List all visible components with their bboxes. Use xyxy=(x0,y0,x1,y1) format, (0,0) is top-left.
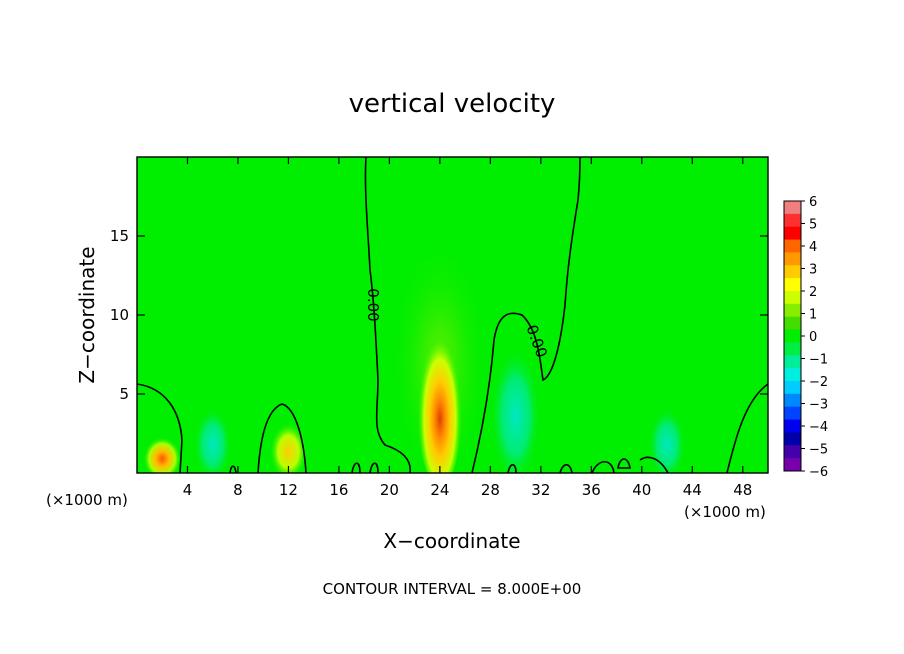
colorbar-label: −5 xyxy=(809,443,828,458)
colorbar-swatch xyxy=(784,393,801,408)
x-tick-label: 44 xyxy=(683,481,702,499)
colorbar-label: 1 xyxy=(809,308,817,323)
colorbar-label: −1 xyxy=(809,353,828,368)
x-tick-label: 12 xyxy=(279,481,298,499)
colorbar-swatch xyxy=(784,381,801,395)
feature-updraft-left xyxy=(143,436,182,473)
feature-downdraft-42km xyxy=(648,406,686,473)
colorbar-swatch xyxy=(784,458,801,472)
y-tick-label: 15 xyxy=(110,227,129,245)
colorbar-label: 2 xyxy=(809,285,817,300)
colorbar: 6 5 4 3 2 1 0 −1 −2 −3 −4 −5 −6 xyxy=(783,195,828,480)
colorbar-swatch xyxy=(784,213,801,228)
contour-small-3 xyxy=(507,463,517,473)
feature-downdraft-30km xyxy=(490,346,541,473)
colorbar-swatch xyxy=(784,291,801,305)
contour-interval-note: CONTOUR INTERVAL = 8.000E+00 xyxy=(323,580,582,598)
feature-main-updraft xyxy=(417,316,463,473)
contour-small-2 xyxy=(369,462,379,473)
y-tick-label: 5 xyxy=(119,385,129,403)
colorbar-swatch xyxy=(784,201,801,215)
x-tick-label: 16 xyxy=(329,481,348,499)
plot-area xyxy=(137,157,768,473)
x-unit-right: (×1000 m) xyxy=(684,503,766,521)
colorbar-swatch xyxy=(784,419,801,433)
features-layer xyxy=(143,236,686,473)
colorbar-swatch xyxy=(784,265,801,279)
colorbar-label: 4 xyxy=(809,240,817,255)
colorbar-swatch xyxy=(784,406,801,421)
colorbar-swatch xyxy=(784,252,801,266)
feature-updraft-12km xyxy=(269,421,308,473)
x-tick-label: 24 xyxy=(430,481,449,499)
contour-label-left: 0.00 xyxy=(364,288,382,321)
colorbar-label: −3 xyxy=(809,398,828,413)
chart-title: vertical velocity xyxy=(349,89,556,119)
x-tick-label: 28 xyxy=(481,481,500,499)
colorbar-label: 0 xyxy=(809,330,817,345)
contour-small-7 xyxy=(639,456,669,473)
zero-contour xyxy=(137,157,768,473)
colorbar-label: −4 xyxy=(809,420,828,435)
y-axis-label: Z−coordinate xyxy=(75,246,99,383)
x-tick-label: 36 xyxy=(582,481,601,499)
x-tick-label: 8 xyxy=(233,481,243,499)
contour-small-4 xyxy=(559,463,573,473)
contour-main xyxy=(364,157,411,473)
contour-right-main xyxy=(471,157,581,473)
x-unit-left: (×1000 m) xyxy=(46,491,128,509)
contour-small-8 xyxy=(229,465,237,473)
colorbar-swatch xyxy=(784,303,801,318)
x-tick-label: 40 xyxy=(632,481,651,499)
colorbar-swatch xyxy=(784,342,801,356)
colorbar-swatch xyxy=(784,329,801,343)
colorbar-label: −2 xyxy=(809,375,828,390)
y-tick-label: 10 xyxy=(110,306,129,324)
contour-12km xyxy=(257,403,307,473)
x-tick-label: 48 xyxy=(733,481,752,499)
contour-small-5 xyxy=(591,460,615,473)
colorbar-label: −6 xyxy=(809,465,828,480)
x-tick-label: 32 xyxy=(531,481,550,499)
colorbar-swatch xyxy=(784,445,801,459)
x-tick-label: 20 xyxy=(380,481,399,499)
x-axis-label: X−coordinate xyxy=(383,529,520,553)
colorbar-swatch xyxy=(784,239,801,253)
colorbar-label: 3 xyxy=(809,263,817,278)
colorbar-swatch xyxy=(784,278,801,292)
colorbar-swatch xyxy=(784,226,801,241)
contour-right-lobe xyxy=(726,383,768,473)
x-tick-label: 4 xyxy=(183,481,193,499)
colorbar-swatch xyxy=(784,432,801,446)
colorbar-label: 6 xyxy=(809,195,817,210)
feature-downdraft-6km xyxy=(193,406,232,473)
colorbar-label: 5 xyxy=(809,218,817,233)
colorbar-swatch xyxy=(784,316,801,331)
contour-small-1 xyxy=(351,462,361,473)
contour-left xyxy=(137,383,183,473)
colorbar-swatch xyxy=(784,368,801,382)
colorbar-swatch xyxy=(784,355,801,369)
contour-small-6 xyxy=(617,458,631,469)
